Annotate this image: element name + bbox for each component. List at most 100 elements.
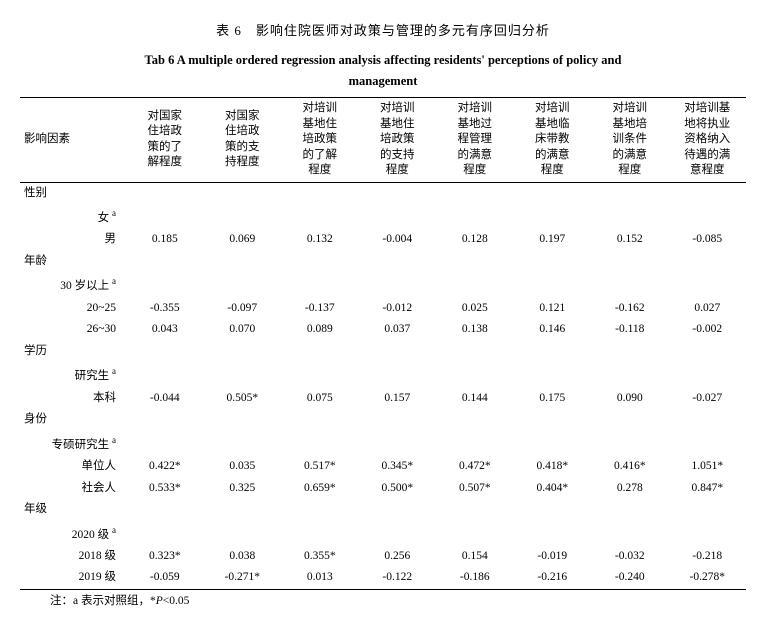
row-label: 社会人 xyxy=(20,478,126,500)
empty-cell xyxy=(591,251,669,273)
cell-value: 0.533* xyxy=(126,478,204,500)
empty-cell xyxy=(436,362,514,387)
cell-value: 0.345* xyxy=(359,456,437,478)
empty-cell xyxy=(514,341,592,363)
cell-value: -0.059 xyxy=(126,567,204,589)
cell-value: -0.122 xyxy=(359,567,437,589)
empty-cell xyxy=(281,521,359,546)
empty-cell xyxy=(204,341,282,363)
cell-value: 0.517* xyxy=(281,456,359,478)
cell-value: 0.175 xyxy=(514,388,592,410)
empty-cell xyxy=(591,204,669,229)
empty-cell xyxy=(359,272,437,297)
empty-cell xyxy=(436,182,514,204)
empty-cell xyxy=(281,341,359,363)
cell-value: -0.002 xyxy=(669,319,747,341)
cell-value: 0.472* xyxy=(436,456,514,478)
cell-value: 0.500* xyxy=(359,478,437,500)
cell-value: 0.090 xyxy=(591,388,669,410)
cell-value: 0.146 xyxy=(514,319,592,341)
cell-value: -0.271* xyxy=(204,567,282,589)
empty-cell xyxy=(436,204,514,229)
reference-label: 30 岁以上 a xyxy=(20,272,126,297)
cell-value: 0.037 xyxy=(359,319,437,341)
regression-table: 影响因素对国家住培政策的了解程度对国家住培政策的支持程度对培训基地住培政策的了解… xyxy=(20,97,746,590)
empty-cell xyxy=(514,362,592,387)
empty-cell xyxy=(359,521,437,546)
row-label: 26~30 xyxy=(20,319,126,341)
cell-value: 0.027 xyxy=(669,298,747,320)
group-label: 性别 xyxy=(20,182,126,204)
empty-cell xyxy=(669,251,747,273)
cell-value: 0.154 xyxy=(436,546,514,568)
reference-label: 专硕研究生 a xyxy=(20,431,126,456)
group-label: 年级 xyxy=(20,499,126,521)
empty-cell xyxy=(669,409,747,431)
empty-cell xyxy=(436,499,514,521)
empty-cell xyxy=(591,431,669,456)
cell-value: -0.118 xyxy=(591,319,669,341)
empty-cell xyxy=(281,204,359,229)
cell-value: 0.404* xyxy=(514,478,592,500)
cell-value: 0.144 xyxy=(436,388,514,410)
empty-cell xyxy=(669,341,747,363)
cell-value: 0.505* xyxy=(204,388,282,410)
table-caption-cn: 表 6 影响住院医师对政策与管理的多元有序回归分析 xyxy=(20,20,746,39)
cell-value: -0.027 xyxy=(669,388,747,410)
row-label: 2018 级 xyxy=(20,546,126,568)
empty-cell xyxy=(281,182,359,204)
cell-value: 0.197 xyxy=(514,229,592,251)
empty-cell xyxy=(436,521,514,546)
cell-value: 0.416* xyxy=(591,456,669,478)
empty-cell xyxy=(204,499,282,521)
empty-cell xyxy=(359,251,437,273)
row-label: 20~25 xyxy=(20,298,126,320)
empty-cell xyxy=(204,521,282,546)
row-label: 男 xyxy=(20,229,126,251)
table-footnote: 注：a 表示对照组，*P<0.05 xyxy=(20,592,746,608)
empty-cell xyxy=(126,431,204,456)
empty-cell xyxy=(514,204,592,229)
col-header-8: 对培训基地将执业资格纳入待遇的满意程度 xyxy=(669,98,747,183)
cell-value: 0.121 xyxy=(514,298,592,320)
note-suffix: <0.05 xyxy=(163,595,190,607)
cell-value: 0.157 xyxy=(359,388,437,410)
empty-cell xyxy=(514,182,592,204)
cell-value: 0.325 xyxy=(204,478,282,500)
empty-cell xyxy=(204,409,282,431)
cell-value: -0.137 xyxy=(281,298,359,320)
col-header-1: 对国家住培政策的了解程度 xyxy=(126,98,204,183)
row-label: 2019 级 xyxy=(20,567,126,589)
cell-value: 0.507* xyxy=(436,478,514,500)
col-header-3: 对培训基地住培政策的了解程度 xyxy=(281,98,359,183)
cell-value: 0.035 xyxy=(204,456,282,478)
empty-cell xyxy=(669,431,747,456)
empty-cell xyxy=(514,409,592,431)
table-header: 影响因素对国家住培政策的了解程度对国家住培政策的支持程度对培训基地住培政策的了解… xyxy=(20,98,746,183)
cell-value: 0.070 xyxy=(204,319,282,341)
empty-cell xyxy=(359,431,437,456)
cell-value: 0.075 xyxy=(281,388,359,410)
empty-cell xyxy=(281,409,359,431)
cell-value: -0.097 xyxy=(204,298,282,320)
reference-label: 2020 级 a xyxy=(20,521,126,546)
empty-cell xyxy=(514,272,592,297)
empty-cell xyxy=(669,182,747,204)
empty-cell xyxy=(204,182,282,204)
empty-cell xyxy=(126,409,204,431)
cell-value: -0.162 xyxy=(591,298,669,320)
empty-cell xyxy=(126,182,204,204)
col-header-5: 对培训基地过程管理的满意程度 xyxy=(436,98,514,183)
empty-cell xyxy=(514,521,592,546)
empty-cell xyxy=(359,499,437,521)
cell-value: 0.847* xyxy=(669,478,747,500)
cell-value: -0.004 xyxy=(359,229,437,251)
empty-cell xyxy=(204,251,282,273)
cell-value: -0.032 xyxy=(591,546,669,568)
empty-cell xyxy=(281,272,359,297)
empty-cell xyxy=(591,409,669,431)
empty-cell xyxy=(514,431,592,456)
empty-cell xyxy=(359,409,437,431)
cell-value: -0.012 xyxy=(359,298,437,320)
group-label: 身份 xyxy=(20,409,126,431)
